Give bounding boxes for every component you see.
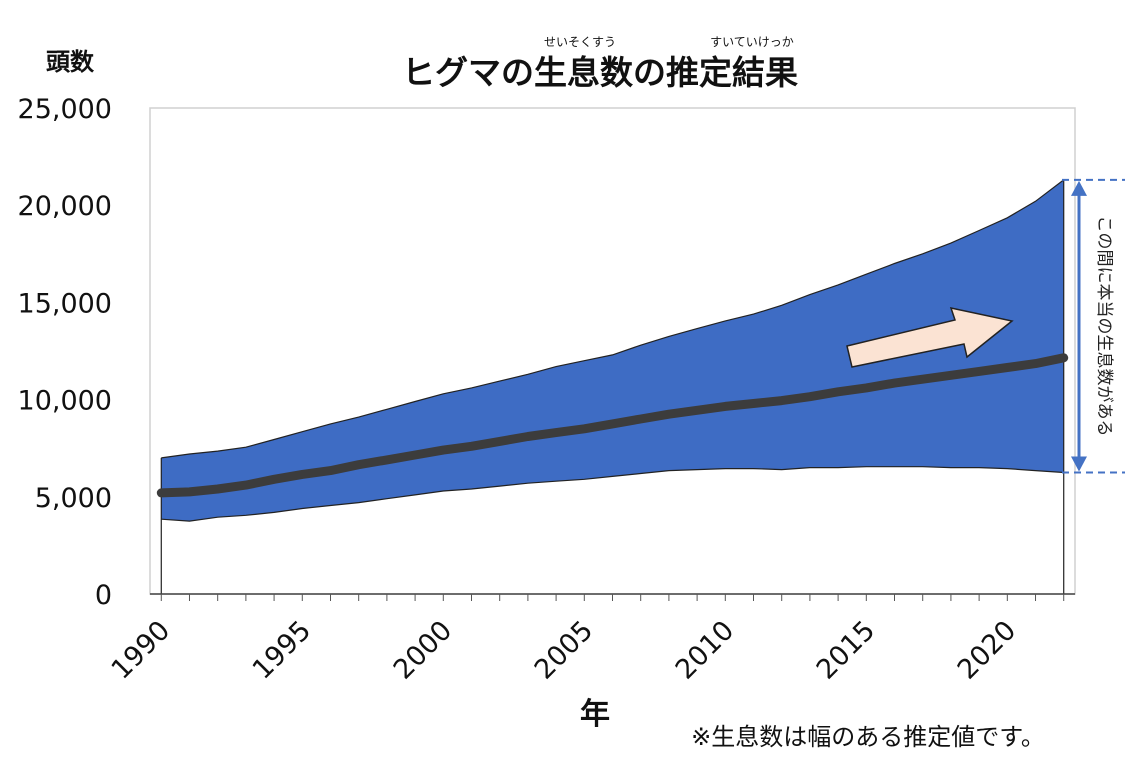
range-arrow-head-up xyxy=(1071,180,1087,196)
y-axis-label: 頭数 xyxy=(46,48,95,76)
x-tick-label: 1990 xyxy=(106,615,177,686)
estimate-line xyxy=(156,353,1069,498)
chart-title: ヒグマの生息数の推定結果 xyxy=(402,53,798,92)
y-tick-label: 0 xyxy=(95,580,112,611)
x-tick-label: 2015 xyxy=(811,615,882,686)
upper-bound-line xyxy=(161,179,1065,459)
x-tick-label: 2010 xyxy=(670,615,741,686)
y-tick-label: 25,000 xyxy=(18,94,112,125)
x-tick-label: 1995 xyxy=(247,615,318,686)
y-tick-label: 5,000 xyxy=(35,483,112,514)
range-annotation-label: この間に本当の生息数がある xyxy=(1094,216,1114,437)
footnote: ※生息数は幅のある推定値です。 xyxy=(691,723,1045,751)
trend-arrow xyxy=(846,306,1014,368)
title-ruby-2: すいていけっか xyxy=(710,35,794,49)
x-axis-label: 年 xyxy=(580,697,610,732)
uncertainty-band xyxy=(161,179,1064,522)
y-tick-label: 15,000 xyxy=(18,288,112,319)
lower-bound-line xyxy=(161,466,1064,522)
y-tick-label: 20,000 xyxy=(18,191,112,222)
range-arrow-head-down xyxy=(1071,456,1087,472)
x-tick-label: 2020 xyxy=(952,615,1023,686)
title-ruby-1: せいそくすう xyxy=(544,35,616,49)
x-tick-label: 2000 xyxy=(388,615,459,686)
x-tick-label: 2005 xyxy=(529,615,600,686)
y-tick-label: 10,000 xyxy=(18,386,112,417)
